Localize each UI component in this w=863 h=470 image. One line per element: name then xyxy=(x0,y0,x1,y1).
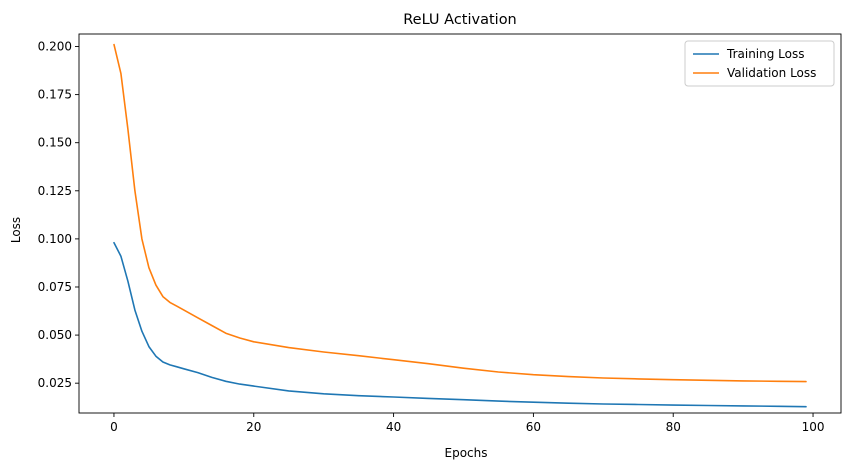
x-axis-title: Epochs xyxy=(445,446,488,460)
y-axis-title: Loss xyxy=(9,217,23,243)
x-tick-label: 60 xyxy=(526,420,541,434)
y-tick-label: 0.175 xyxy=(38,88,72,102)
series-line-validation-loss xyxy=(113,43,807,383)
y-tick-label: 0.125 xyxy=(38,184,72,198)
x-tick-label: 40 xyxy=(386,420,401,434)
x-tick-label: 20 xyxy=(246,420,261,434)
x-tick-label: 0 xyxy=(110,420,118,434)
y-tick-label: 0.075 xyxy=(38,280,72,294)
plot-area: 0 20 40 60 80 100 0.025 0.050 0.075 0.100 0.125 0.1… xyxy=(38,33,842,434)
y-tick-label: 0.100 xyxy=(38,232,72,246)
legend-label: Validation Loss xyxy=(727,66,816,80)
y-tick-label: 0.050 xyxy=(38,328,72,342)
chart-title: ReLU Activation xyxy=(403,12,517,28)
y-tick-label: 0.200 xyxy=(38,40,72,54)
legend-box xyxy=(684,40,835,87)
axes-frame xyxy=(78,33,842,414)
legend-label: Training Loss xyxy=(726,47,804,61)
x-tick-label: 100 xyxy=(802,420,825,434)
series-line-training-loss xyxy=(113,241,807,408)
y-tick-label: 0.150 xyxy=(38,136,72,150)
x-tick-label: 80 xyxy=(666,420,681,434)
y-tick-label: 0.025 xyxy=(38,376,72,390)
